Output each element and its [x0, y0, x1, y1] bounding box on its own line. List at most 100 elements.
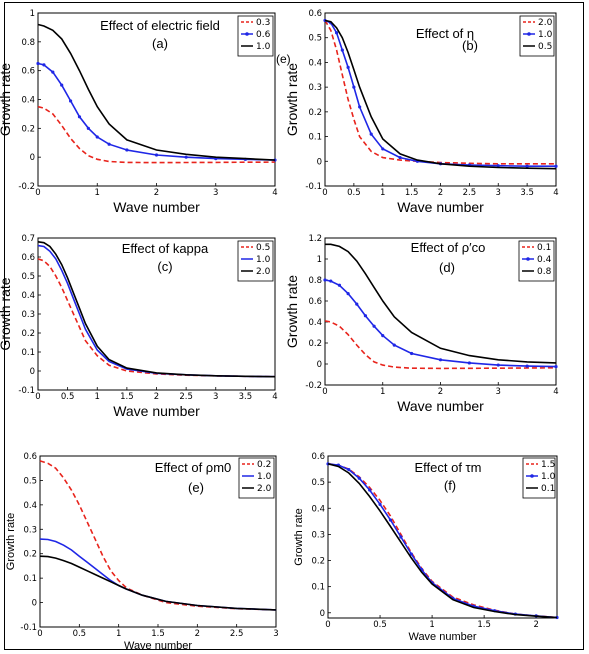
x-tick-label: 2	[438, 188, 443, 198]
x-tick-label: 1	[95, 188, 100, 198]
series-point	[381, 147, 385, 151]
series-point	[409, 552, 413, 556]
x-tick-label: 0	[325, 620, 330, 630]
y-tick-label: 0.6	[308, 297, 322, 307]
legend-label: 0.6	[256, 30, 271, 40]
legend-label: 0.3	[256, 18, 270, 28]
series-point	[337, 283, 342, 287]
series-point	[352, 85, 356, 89]
x-tick-label: 1	[95, 392, 100, 402]
y-tick-label: 0	[30, 153, 35, 163]
series-point	[525, 364, 529, 368]
series-point	[355, 302, 359, 306]
series-point	[368, 488, 372, 492]
series-line-2.0	[37, 241, 276, 378]
x-tick-label: 1	[380, 188, 385, 198]
y-axis-label: Growth rate	[0, 277, 13, 350]
y-axis-label: Growth rate	[284, 275, 300, 348]
chart-title: Effect of η	[416, 26, 474, 41]
x-tick-label: 2.5	[230, 629, 244, 639]
y-tick-label: -0.2	[305, 381, 322, 391]
y-tick-label: 0.4	[23, 501, 37, 511]
series-point	[369, 132, 373, 136]
y-tick-label: 0.3	[308, 83, 322, 93]
x-tick-label: 1.5	[120, 392, 134, 402]
series-line-0.5	[324, 19, 557, 170]
y-tick-label: 0	[32, 599, 37, 609]
y-tick-label: -0.1	[305, 182, 322, 192]
series-point	[60, 83, 64, 87]
y-tick-label: 0.4	[21, 96, 35, 106]
series-point	[399, 535, 403, 539]
series-point	[36, 61, 40, 66]
series-point	[381, 334, 385, 338]
legend-marker	[245, 32, 249, 36]
legend-label: 0.5	[538, 42, 552, 52]
series-point	[125, 148, 129, 152]
x-tick-label: 4	[272, 392, 277, 402]
x-axis-label: Wave number	[397, 398, 484, 414]
series-point	[410, 351, 414, 356]
x-tick-label: 2	[533, 620, 538, 630]
y-tick-label: 0.6	[23, 452, 37, 462]
y-tick-label: 1	[30, 9, 35, 19]
legend-label: 1.0	[541, 472, 556, 482]
y-tick-label: 0.7	[21, 234, 35, 244]
legend-label: 1.0	[538, 30, 553, 40]
series-point	[358, 105, 362, 109]
y-tick-label: 0	[317, 157, 322, 167]
y-tick-label: 0.4	[311, 504, 325, 514]
series-line-0.1	[324, 320, 557, 370]
legend-label: 1.0	[256, 42, 271, 52]
x-tick-label: 4	[553, 188, 558, 198]
x-tick-label: 1	[429, 620, 434, 630]
y-tick-label: 1.2	[308, 234, 322, 244]
y-tick-label: 0.2	[308, 108, 322, 118]
y-axis-label: Growth rate	[293, 508, 305, 565]
y-tick-label: 0.6	[311, 452, 325, 462]
x-axis-label: Wave number	[397, 199, 484, 215]
series-point	[340, 48, 344, 52]
legend-marker	[530, 474, 534, 478]
y-tick-label: 0.4	[308, 318, 322, 328]
chart-subtitle: (b)	[462, 38, 478, 53]
legend-label: 0.8	[537, 267, 552, 277]
y-tick-label: 0.6	[21, 253, 35, 263]
series-point	[438, 358, 443, 362]
y-tick-label: 0.1	[308, 133, 322, 143]
legend-label: 0.5	[256, 243, 270, 253]
stray-label-text: (e)	[276, 52, 291, 66]
chart-subtitle: (d)	[439, 260, 455, 275]
series-point	[372, 324, 376, 328]
x-tick-label: 0.5	[373, 620, 387, 630]
x-axis-label: Wave number	[113, 199, 200, 215]
x-tick-label: 0	[35, 392, 40, 402]
y-tick-label: 0.3	[311, 530, 325, 540]
x-tick-label: 3	[213, 188, 218, 198]
x-tick-label: 1	[380, 387, 385, 397]
x-tick-label: 0.5	[61, 392, 75, 402]
y-tick-label: 0.6	[308, 9, 322, 19]
legend-label: 0.1	[541, 484, 555, 494]
chart-subtitle: (f)	[444, 478, 456, 493]
series-line-1.0	[324, 19, 556, 167]
x-tick-label: 0	[37, 629, 42, 639]
figure-frame	[4, 2, 584, 650]
series-point	[68, 99, 73, 103]
series-point	[77, 115, 82, 119]
plot-area-f	[327, 455, 558, 619]
x-tick-label: 0	[322, 188, 327, 198]
chart-title: Effect of ρ′co	[411, 240, 486, 255]
x-tick-label: 1.5	[405, 188, 419, 198]
legend-label: 0.4	[537, 255, 552, 265]
y-tick-label: -0.1	[20, 623, 37, 633]
x-tick-label: 3	[496, 188, 501, 198]
series-point	[496, 363, 500, 367]
x-tick-label: 2	[438, 387, 443, 397]
x-tick-label: 0	[322, 387, 327, 397]
x-tick-label: 1.5	[151, 629, 165, 639]
x-tick-label: 2.5	[179, 392, 193, 402]
